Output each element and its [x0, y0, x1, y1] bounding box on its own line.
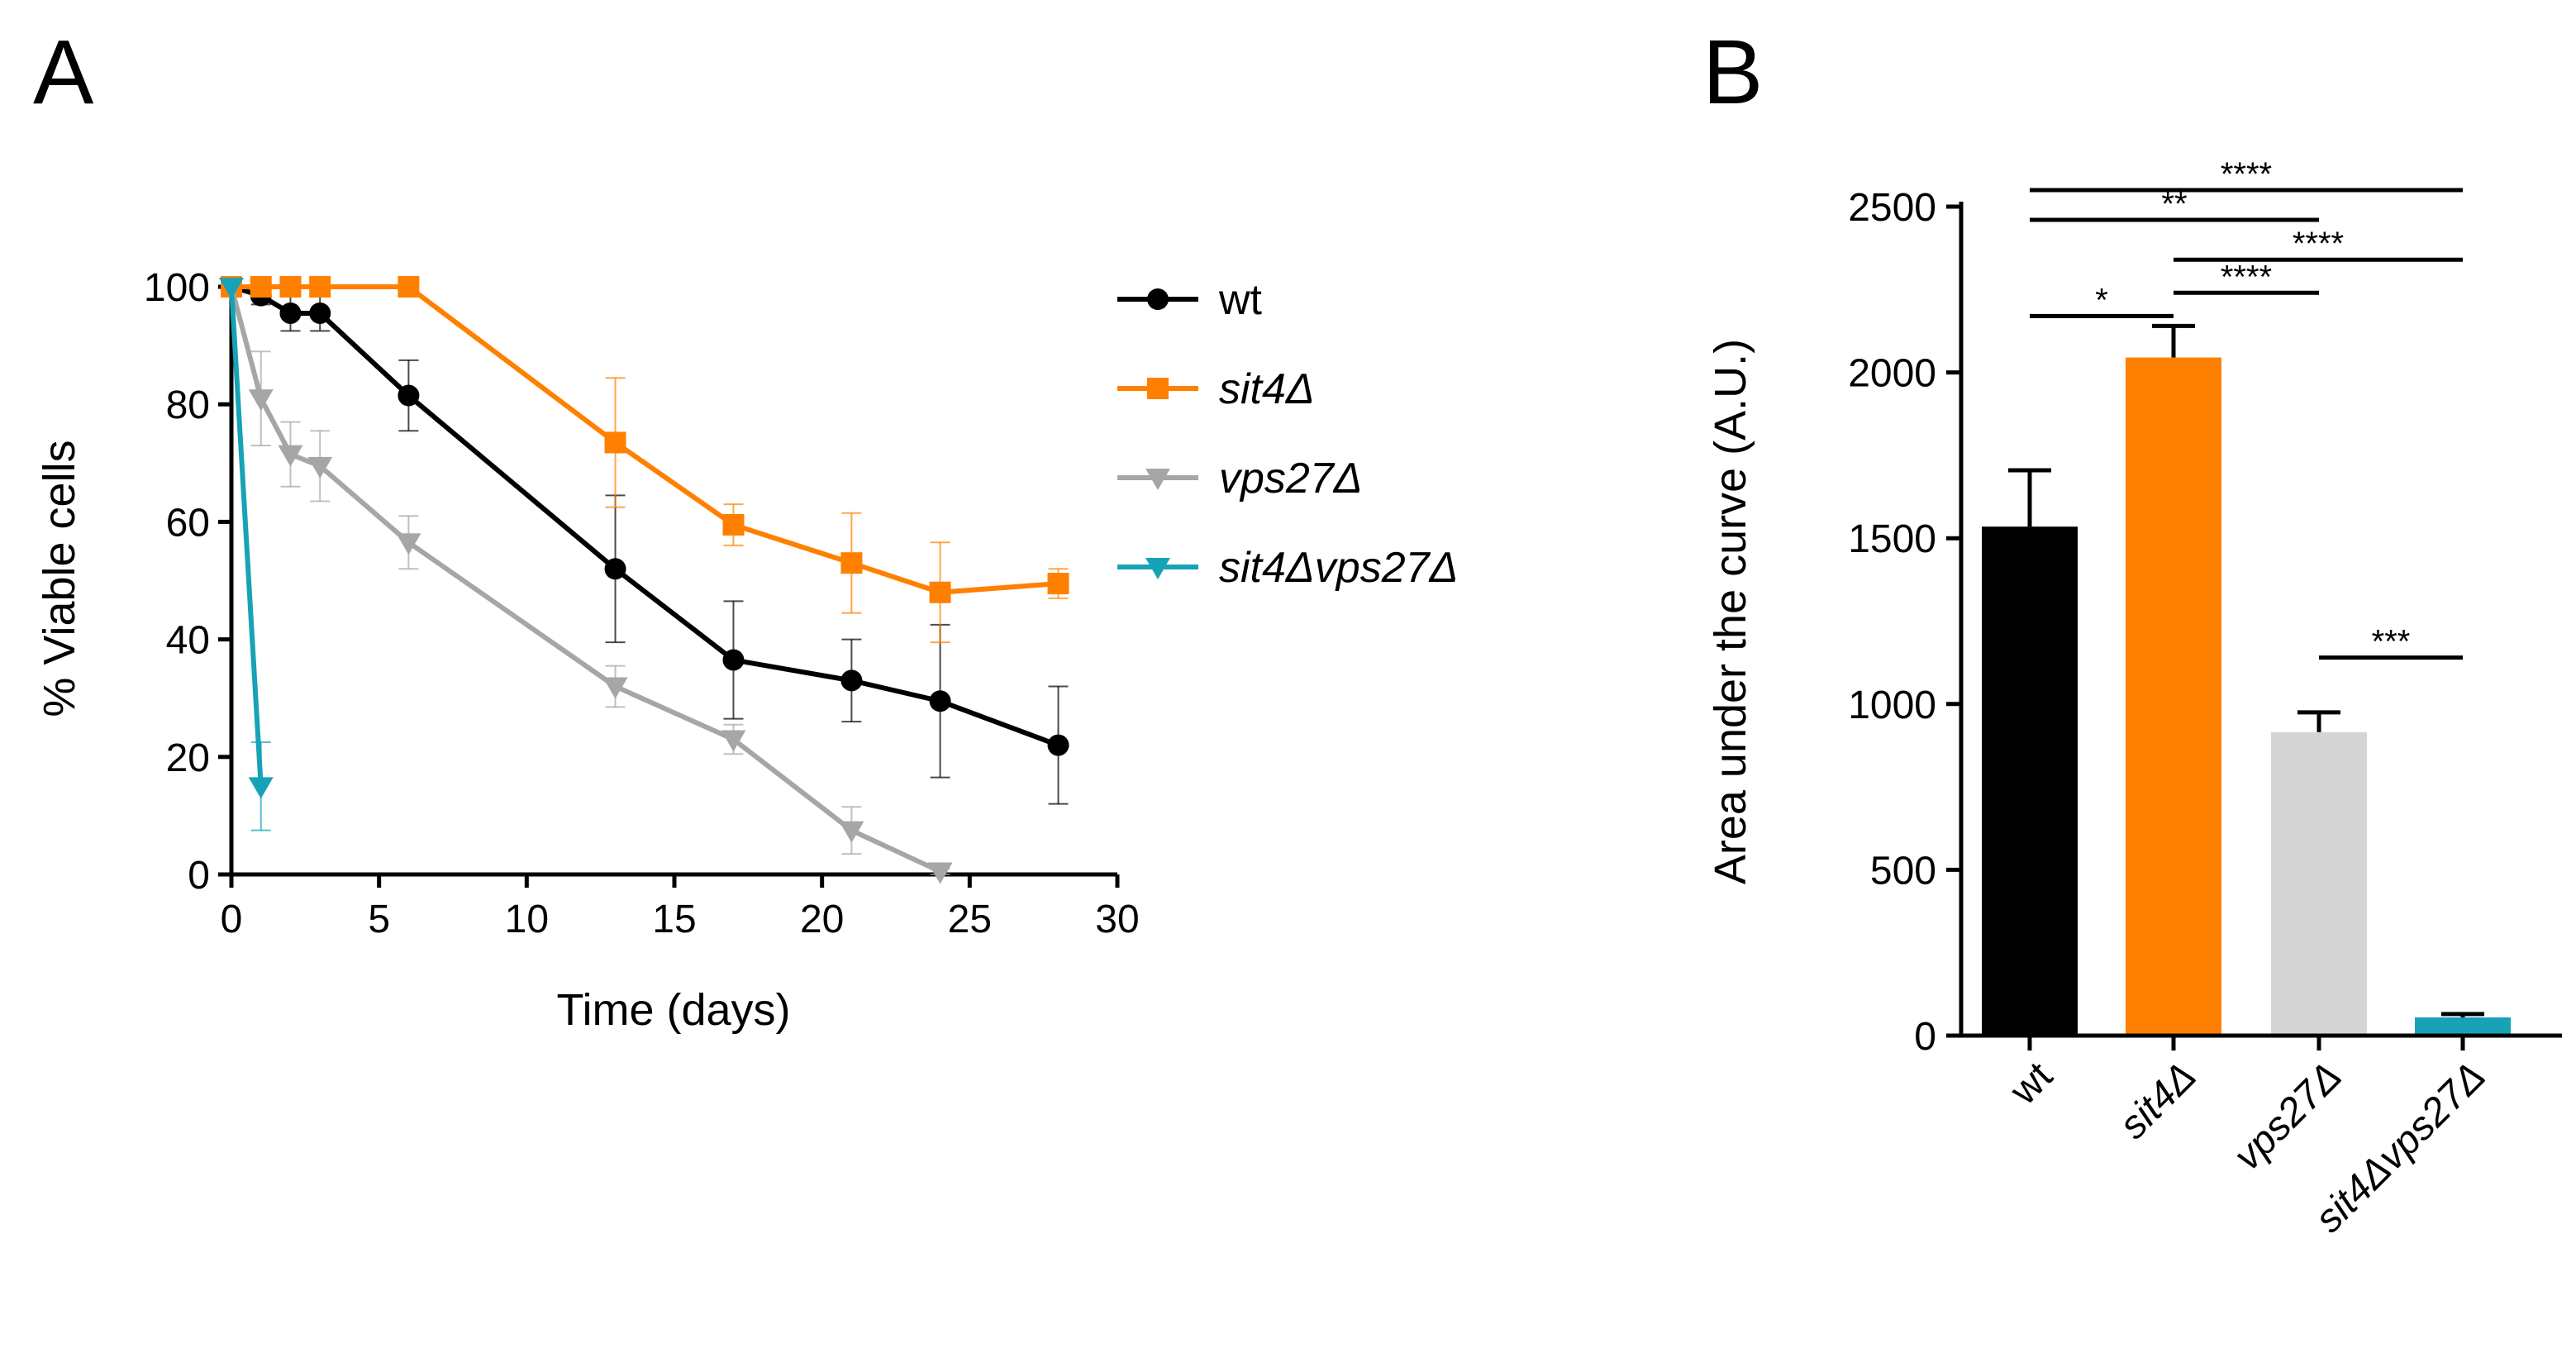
significance-label: **** — [2221, 156, 2272, 193]
data-point-wt — [722, 649, 745, 671]
data-point-wt — [1047, 734, 1069, 756]
chart-a-x-title: Time (days) — [556, 985, 790, 1035]
data-point-wt — [309, 302, 331, 324]
chart-a-y-title: % Viable cells — [35, 440, 84, 717]
data-point-vps27 — [927, 862, 953, 884]
chart-b-y-tick-label: 1000 — [1848, 684, 1936, 727]
data-point-wt — [398, 384, 420, 407]
legend-label-wt: wt — [1218, 276, 1263, 324]
significance-label: *** — [2372, 624, 2411, 660]
data-point-vps27 — [307, 456, 333, 479]
chart-b-x-tick-label: wt — [2002, 1054, 2061, 1113]
data-point-wt — [604, 558, 626, 580]
data-point-sit4 — [1047, 573, 1069, 595]
chart-b-y-tick-label: 500 — [1870, 849, 1936, 893]
bar-double — [2415, 1017, 2511, 1036]
data-point-sit4 — [279, 276, 302, 298]
data-point-vps27 — [839, 821, 864, 843]
significance-label: **** — [2293, 226, 2344, 262]
legend-marker-wt — [1147, 288, 1169, 310]
chart-a-x-tick-label: 15 — [652, 898, 696, 941]
chart-b-x-tick-label: vps27Δ — [2226, 1054, 2350, 1179]
series-line-wt — [231, 284, 1059, 748]
data-point-double — [248, 777, 274, 799]
series-sit4 — [221, 276, 1069, 644]
data-point-vps27 — [248, 389, 274, 412]
auc-bar-chart: Area under the curve (A.U.) 0 500 1000 1500… — [1706, 156, 2562, 1241]
chart-a-x-tick-label: 20 — [800, 898, 844, 941]
data-point-sit4 — [398, 276, 420, 298]
data-point-vps27 — [602, 677, 628, 699]
chart-a-x-tick-label: 30 — [1095, 898, 1139, 941]
chart-a-x-tick-label: 0 — [221, 898, 243, 941]
legend-marker-vps27 — [1145, 469, 1170, 490]
bar-wt — [1982, 526, 2078, 1036]
series-vps27 — [219, 278, 953, 884]
data-point-sit4 — [840, 552, 863, 574]
data-point-sit4 — [309, 276, 331, 298]
chart-b-y-tick-label: 2000 — [1848, 352, 1936, 396]
chart-a-x-tick-label: 25 — [948, 898, 992, 941]
chart-b-x-tick-label: sit4Δ — [2112, 1054, 2205, 1147]
chart-a-y-tick-label: 40 — [166, 619, 210, 663]
chart-a-y-tick-label: 60 — [166, 501, 210, 545]
chart-b-y-tick-label: 1500 — [1848, 517, 1936, 561]
chart-a-x-tick-label: 10 — [505, 898, 549, 941]
data-point-wt — [840, 669, 863, 692]
legend-label-vps27: vps27Δ — [1219, 455, 1363, 503]
chart-a-y-tick-label: 80 — [166, 384, 210, 427]
chart-b-y-tick-label: 0 — [1914, 1015, 1936, 1059]
chart-a-y-tick-label: 20 — [166, 736, 210, 780]
data-point-vps27 — [721, 730, 746, 752]
significance-label: **** — [2221, 259, 2272, 295]
chart-b-y-tick-label: 2500 — [1848, 186, 1936, 230]
bar-vps27_bar — [2271, 731, 2367, 1036]
series-wt — [221, 276, 1069, 805]
data-point-sit4 — [722, 513, 745, 536]
legend-label-double: sit4Δvps27Δ — [1219, 544, 1458, 592]
data-point-vps27 — [278, 445, 303, 467]
bar-sit4 — [2126, 357, 2221, 1036]
series-line-sit4 — [231, 284, 1059, 595]
panel-label-b: B — [1702, 21, 1763, 123]
significance-label: ** — [2161, 186, 2187, 222]
survival-line-chart: Time (days) % Viable cells 0 5 10 15 20 25 30 0… — [35, 266, 1458, 1035]
data-point-sit4 — [604, 431, 626, 454]
data-point-wt — [929, 690, 951, 712]
legend-label-sit4: sit4Δ — [1219, 365, 1315, 413]
chart-a-x-tick-label: 5 — [368, 898, 390, 941]
chart-b-y-title: Area under the curve (A.U.) — [1706, 339, 1755, 884]
data-point-double — [219, 278, 244, 299]
chart-a-y-tick-label: 0 — [188, 854, 210, 898]
data-point-wt — [279, 302, 302, 324]
series-double — [219, 278, 274, 831]
panel-label-a: A — [33, 21, 94, 123]
significance-label: * — [2095, 282, 2108, 318]
legend-marker-double — [1145, 558, 1170, 579]
data-point-sit4 — [929, 581, 951, 603]
data-point-sit4 — [250, 276, 272, 298]
data-point-vps27 — [396, 533, 421, 555]
series-line-vps27 — [229, 286, 941, 874]
legend-marker-sit4 — [1147, 378, 1169, 399]
chart-a-y-tick-label: 100 — [144, 266, 210, 310]
series-line-double — [229, 286, 264, 787]
